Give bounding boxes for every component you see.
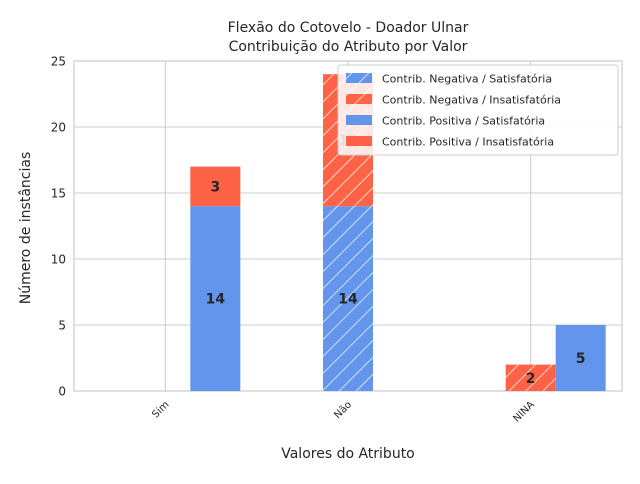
x-tick-label: Sim: [150, 399, 171, 420]
bar-hatch: [323, 206, 373, 391]
data-label: 14: [338, 292, 358, 308]
x-tick-label: NINA: [511, 399, 536, 424]
legend-box: [337, 64, 619, 156]
data-label: 14: [206, 292, 226, 308]
legend-label: Contrib. Negativa / Satisfatória: [382, 73, 552, 86]
y-tick-label: 10: [51, 253, 66, 267]
y-tick-label: 25: [51, 55, 66, 69]
legend-label: Contrib. Positiva / Insatisfatória: [382, 136, 554, 149]
legend-label: Contrib. Positiva / Satisfatória: [382, 115, 545, 128]
data-label: 3: [210, 179, 220, 195]
legend-swatch-hatch: [346, 73, 372, 83]
x-axis-label: Valores do Atributo: [281, 446, 415, 462]
y-tick-label: 5: [58, 319, 66, 333]
data-label: 2: [526, 371, 536, 387]
bar: [190, 166, 241, 207]
bar-hatch: [505, 364, 556, 391]
data-label: 5: [576, 351, 586, 367]
chart-subtitle: Contribuição do Atributo por Valor: [229, 39, 468, 55]
legend-swatch: [346, 115, 372, 125]
x-tick-label: Não: [332, 399, 354, 421]
legend-swatch: [346, 136, 372, 146]
y-tick-label: 0: [58, 385, 66, 399]
legend-swatch-hatch: [346, 94, 372, 104]
bar: [555, 325, 606, 391]
y-tick-label: 15: [51, 187, 66, 201]
y-tick-label: 20: [51, 121, 66, 135]
bar: [190, 206, 241, 391]
y-axis-label: Número de instâncias: [18, 152, 34, 304]
chart-title: Flexão do Cotovelo - Doador Ulnar: [228, 20, 469, 36]
legend: Contrib. Negativa / Satisfatória Contrib.…: [337, 64, 619, 156]
legend-label: Contrib. Negativa / Insatisfatória: [382, 94, 561, 107]
